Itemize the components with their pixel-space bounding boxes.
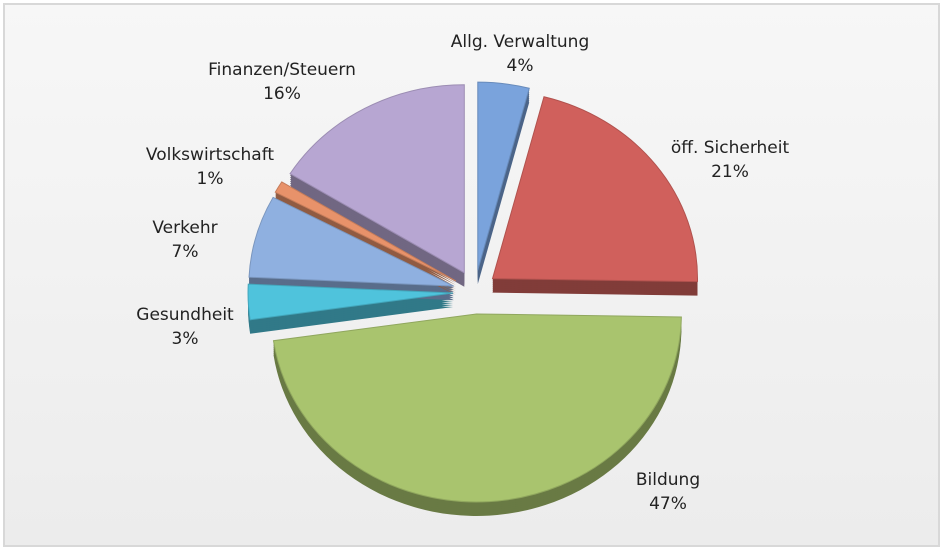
slice — [491, 96, 698, 283]
slice-label: Gesundheit — [136, 305, 234, 325]
slice-label: Finanzen/Steuern — [208, 60, 356, 80]
slice — [247, 283, 454, 321]
slice — [248, 196, 455, 287]
slice-value-label: 16% — [263, 84, 301, 104]
slice-label: Verkehr — [152, 218, 217, 238]
slice-label: Bildung — [636, 470, 700, 490]
slice-label: Volkswirtschaft — [146, 145, 274, 165]
slice — [289, 84, 465, 274]
slice-value-label: 4% — [507, 56, 534, 76]
slice — [274, 181, 457, 282]
slice-value-label: 47% — [649, 494, 687, 514]
slice-value-label: 1% — [197, 169, 224, 189]
slice — [477, 81, 530, 271]
slice-value-label: 21% — [711, 162, 749, 182]
slice — [272, 313, 682, 503]
slice-value-label: 3% — [172, 329, 199, 349]
slice-label: öff. Sicherheit — [671, 138, 790, 158]
slice-value-label: 7% — [172, 242, 199, 262]
slice-label: Allg. Verwaltung — [451, 32, 589, 52]
